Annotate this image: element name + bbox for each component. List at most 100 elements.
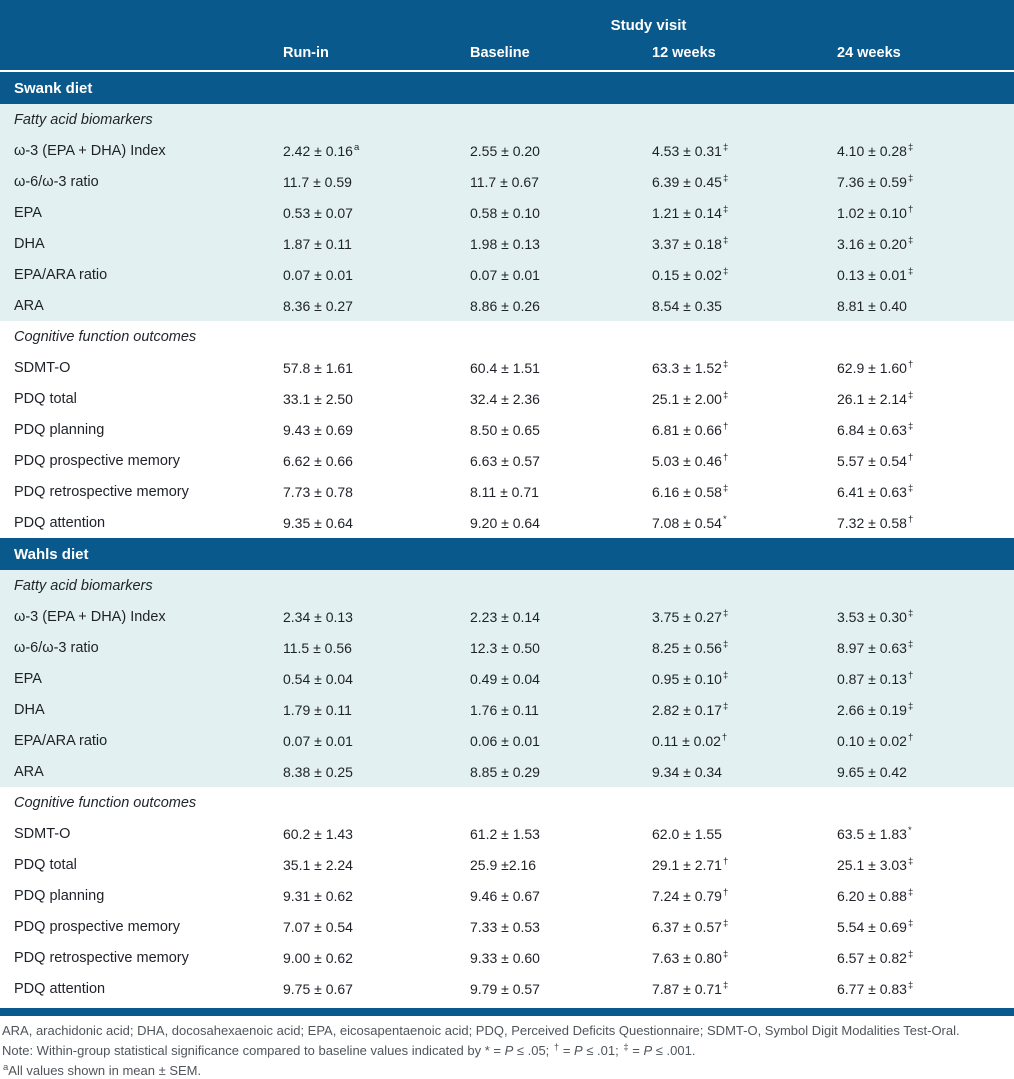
value-cell: 9.65 ± 0.42: [837, 763, 907, 780]
value-cell: 1.21 ± 0.14‡: [652, 203, 729, 221]
row-group: Cognitive function outcomes SDMT-O 57.8 ± …: [0, 321, 1014, 538]
value-cell: 60.2 ± 1.43: [283, 825, 353, 842]
table-row: ARA 8.36 ± 0.27 8.86 ± 0.26 8.54 ± 0.35 8.81…: [0, 290, 1014, 321]
significance-marker: †: [722, 420, 729, 432]
value-cell: 8.11 ± 0.71: [470, 483, 539, 500]
section-header: Wahls diet: [0, 538, 1014, 570]
table-row: ω-3 (EPA + DHA) Index 2.42 ± 0.16a 2.55 ± …: [0, 135, 1014, 166]
value-cell: 61.2 ± 1.53: [470, 825, 540, 842]
significance-marker: ‡: [907, 141, 914, 153]
significance-marker: ‡: [907, 607, 914, 619]
table-body: Swank diet Fatty acid biomarkers ω-3 (EPA …: [0, 72, 1014, 1004]
significance-marker: †: [907, 669, 914, 681]
value-cell: 6.16 ± 0.58‡: [652, 482, 729, 500]
value-cell: 9.34 ± 0.34: [652, 763, 722, 780]
value-cell: 9.33 ± 0.60: [470, 949, 540, 966]
table-row: PDQ total 35.1 ± 2.24 25.9 ±2.16 29.1 ± 2.7…: [0, 849, 1014, 880]
value-cell: 2.82 ± 0.17‡: [652, 700, 729, 718]
value-cell: 3.75 ± 0.27‡: [652, 607, 729, 625]
column-header-12-weeks: 12 weeks: [652, 45, 716, 61]
footnote-text: ARA, arachidonic acid; DHA, docosahexaen…: [2, 1023, 960, 1038]
table-row: DHA 1.87 ± 0.11 1.98 ± 0.13 3.37 ± 0.18‡ 3.1…: [0, 228, 1014, 259]
value-cell: 7.33 ± 0.53: [470, 918, 540, 935]
footnote-text: Note: Within-group statistical significa…: [2, 1043, 505, 1058]
row-label: ω-6/ω-3 ratio: [14, 639, 99, 656]
table-row: EPA 0.54 ± 0.04 0.49 ± 0.04 0.95 ± 0.10‡ 0.8…: [0, 663, 1014, 694]
significance-marker: *: [722, 513, 727, 525]
value-cell: 0.07 ± 0.01: [283, 266, 353, 283]
significance-marker: ‡: [907, 172, 914, 184]
column-header-row: Run-in Baseline 12 weeks 24 weeks: [0, 36, 1014, 70]
row-label: PDQ prospective memory: [14, 918, 180, 935]
value-cell: 8.86 ± 0.26: [470, 297, 540, 314]
value-cell: 8.25 ± 0.56‡: [652, 638, 729, 656]
row-label: ω-3 (EPA + DHA) Index: [14, 608, 166, 625]
row-label: SDMT-O: [14, 359, 71, 376]
row-label: ω-3 (EPA + DHA) Index: [14, 142, 166, 159]
footnote-superscript: a: [3, 1061, 9, 1073]
value-cell: 7.36 ± 0.59‡: [837, 172, 914, 190]
row-label: PDQ planning: [14, 421, 105, 438]
footnote-text: =: [628, 1043, 644, 1058]
table-row: PDQ retrospective memory 9.00 ± 0.62 9.33 …: [0, 942, 1014, 973]
table-row: ARA 8.38 ± 0.25 8.85 ± 0.29 9.34 ± 0.34 9.65…: [0, 756, 1014, 787]
column-header-run-in: Run-in: [283, 45, 329, 61]
value-cell: 9.31 ± 0.62: [283, 887, 353, 904]
row-label: ω-6/ω-3 ratio: [14, 173, 99, 190]
significance-marker: †: [722, 855, 729, 867]
significance-marker: †: [722, 451, 729, 463]
footnote-text: All values shown in mean ± SEM.: [8, 1063, 202, 1078]
significance-marker: ‡: [907, 265, 914, 277]
row-group: Fatty acid biomarkers ω-3 (EPA + DHA) Ind…: [0, 104, 1014, 321]
significance-marker: ‡: [722, 607, 729, 619]
footnotes: ARA, arachidonic acid; DHA, docosahexaen…: [0, 1016, 1014, 1079]
value-cell: 12.3 ± 0.50: [470, 639, 540, 656]
value-cell: 29.1 ± 2.71†: [652, 855, 729, 873]
table-row: PDQ planning 9.43 ± 0.69 8.50 ± 0.65 6.81 ±…: [0, 414, 1014, 445]
value-cell: 6.39 ± 0.45‡: [652, 172, 729, 190]
significance-marker: ‡: [722, 482, 729, 494]
value-cell: 7.24 ± 0.79†: [652, 886, 729, 904]
value-cell: 3.16 ± 0.20‡: [837, 234, 914, 252]
row-label: PDQ retrospective memory: [14, 949, 189, 966]
significance-marker: ‡: [907, 234, 914, 246]
significance-marker: ‡: [722, 203, 729, 215]
value-cell: 6.20 ± 0.88‡: [837, 886, 914, 904]
value-cell: 9.00 ± 0.62: [283, 949, 353, 966]
table-row: EPA/ARA ratio 0.07 ± 0.01 0.07 ± 0.01 0.15 …: [0, 259, 1014, 290]
significance-marker: †: [907, 513, 914, 525]
value-cell: 0.06 ± 0.01: [470, 732, 540, 749]
value-cell: 1.79 ± 0.11: [283, 701, 352, 718]
value-cell: 8.36 ± 0.27: [283, 297, 353, 314]
value-cell: 2.66 ± 0.19‡: [837, 700, 914, 718]
column-header-baseline: Baseline: [470, 45, 530, 61]
value-cell: 9.20 ± 0.64: [470, 514, 540, 531]
significance-marker: ‡: [907, 420, 914, 432]
value-cell: 7.87 ± 0.71‡: [652, 979, 729, 997]
significance-marker: a: [353, 141, 360, 153]
value-cell: 0.54 ± 0.04: [283, 670, 353, 687]
value-cell: 0.15 ± 0.02‡: [652, 265, 729, 283]
significance-marker: ‡: [907, 917, 914, 929]
row-label: EPA/ARA ratio: [14, 732, 108, 749]
study-visit-spanner: Study visit: [610, 17, 687, 34]
table-row: PDQ retrospective memory 7.73 ± 0.78 8.11 …: [0, 476, 1014, 507]
row-label: EPA: [14, 204, 42, 221]
row-label: PDQ total: [14, 856, 77, 873]
value-cell: 9.46 ± 0.67: [470, 887, 540, 904]
significance-marker: ‡: [722, 948, 729, 960]
value-cell: 0.87 ± 0.13†: [837, 669, 914, 687]
significance-marker: ‡: [907, 979, 914, 991]
value-cell: 4.53 ± 0.31‡: [652, 141, 729, 159]
footnote-text: ≤ .01;: [582, 1043, 623, 1058]
row-label: PDQ total: [14, 390, 77, 407]
value-cell: 8.85 ± 0.29: [470, 763, 540, 780]
value-cell: 8.54 ± 0.35: [652, 297, 722, 314]
value-cell: 0.10 ± 0.02†: [837, 731, 914, 749]
significance-marker: ‡: [722, 234, 729, 246]
significance-marker: ‡: [907, 482, 914, 494]
value-cell: 8.50 ± 0.65: [470, 421, 540, 438]
table-row: ω-6/ω-3 ratio 11.7 ± 0.59 11.7 ± 0.67 6.39 …: [0, 166, 1014, 197]
significance-marker: ‡: [722, 638, 729, 650]
table-bottom-rule: [0, 1008, 1014, 1016]
